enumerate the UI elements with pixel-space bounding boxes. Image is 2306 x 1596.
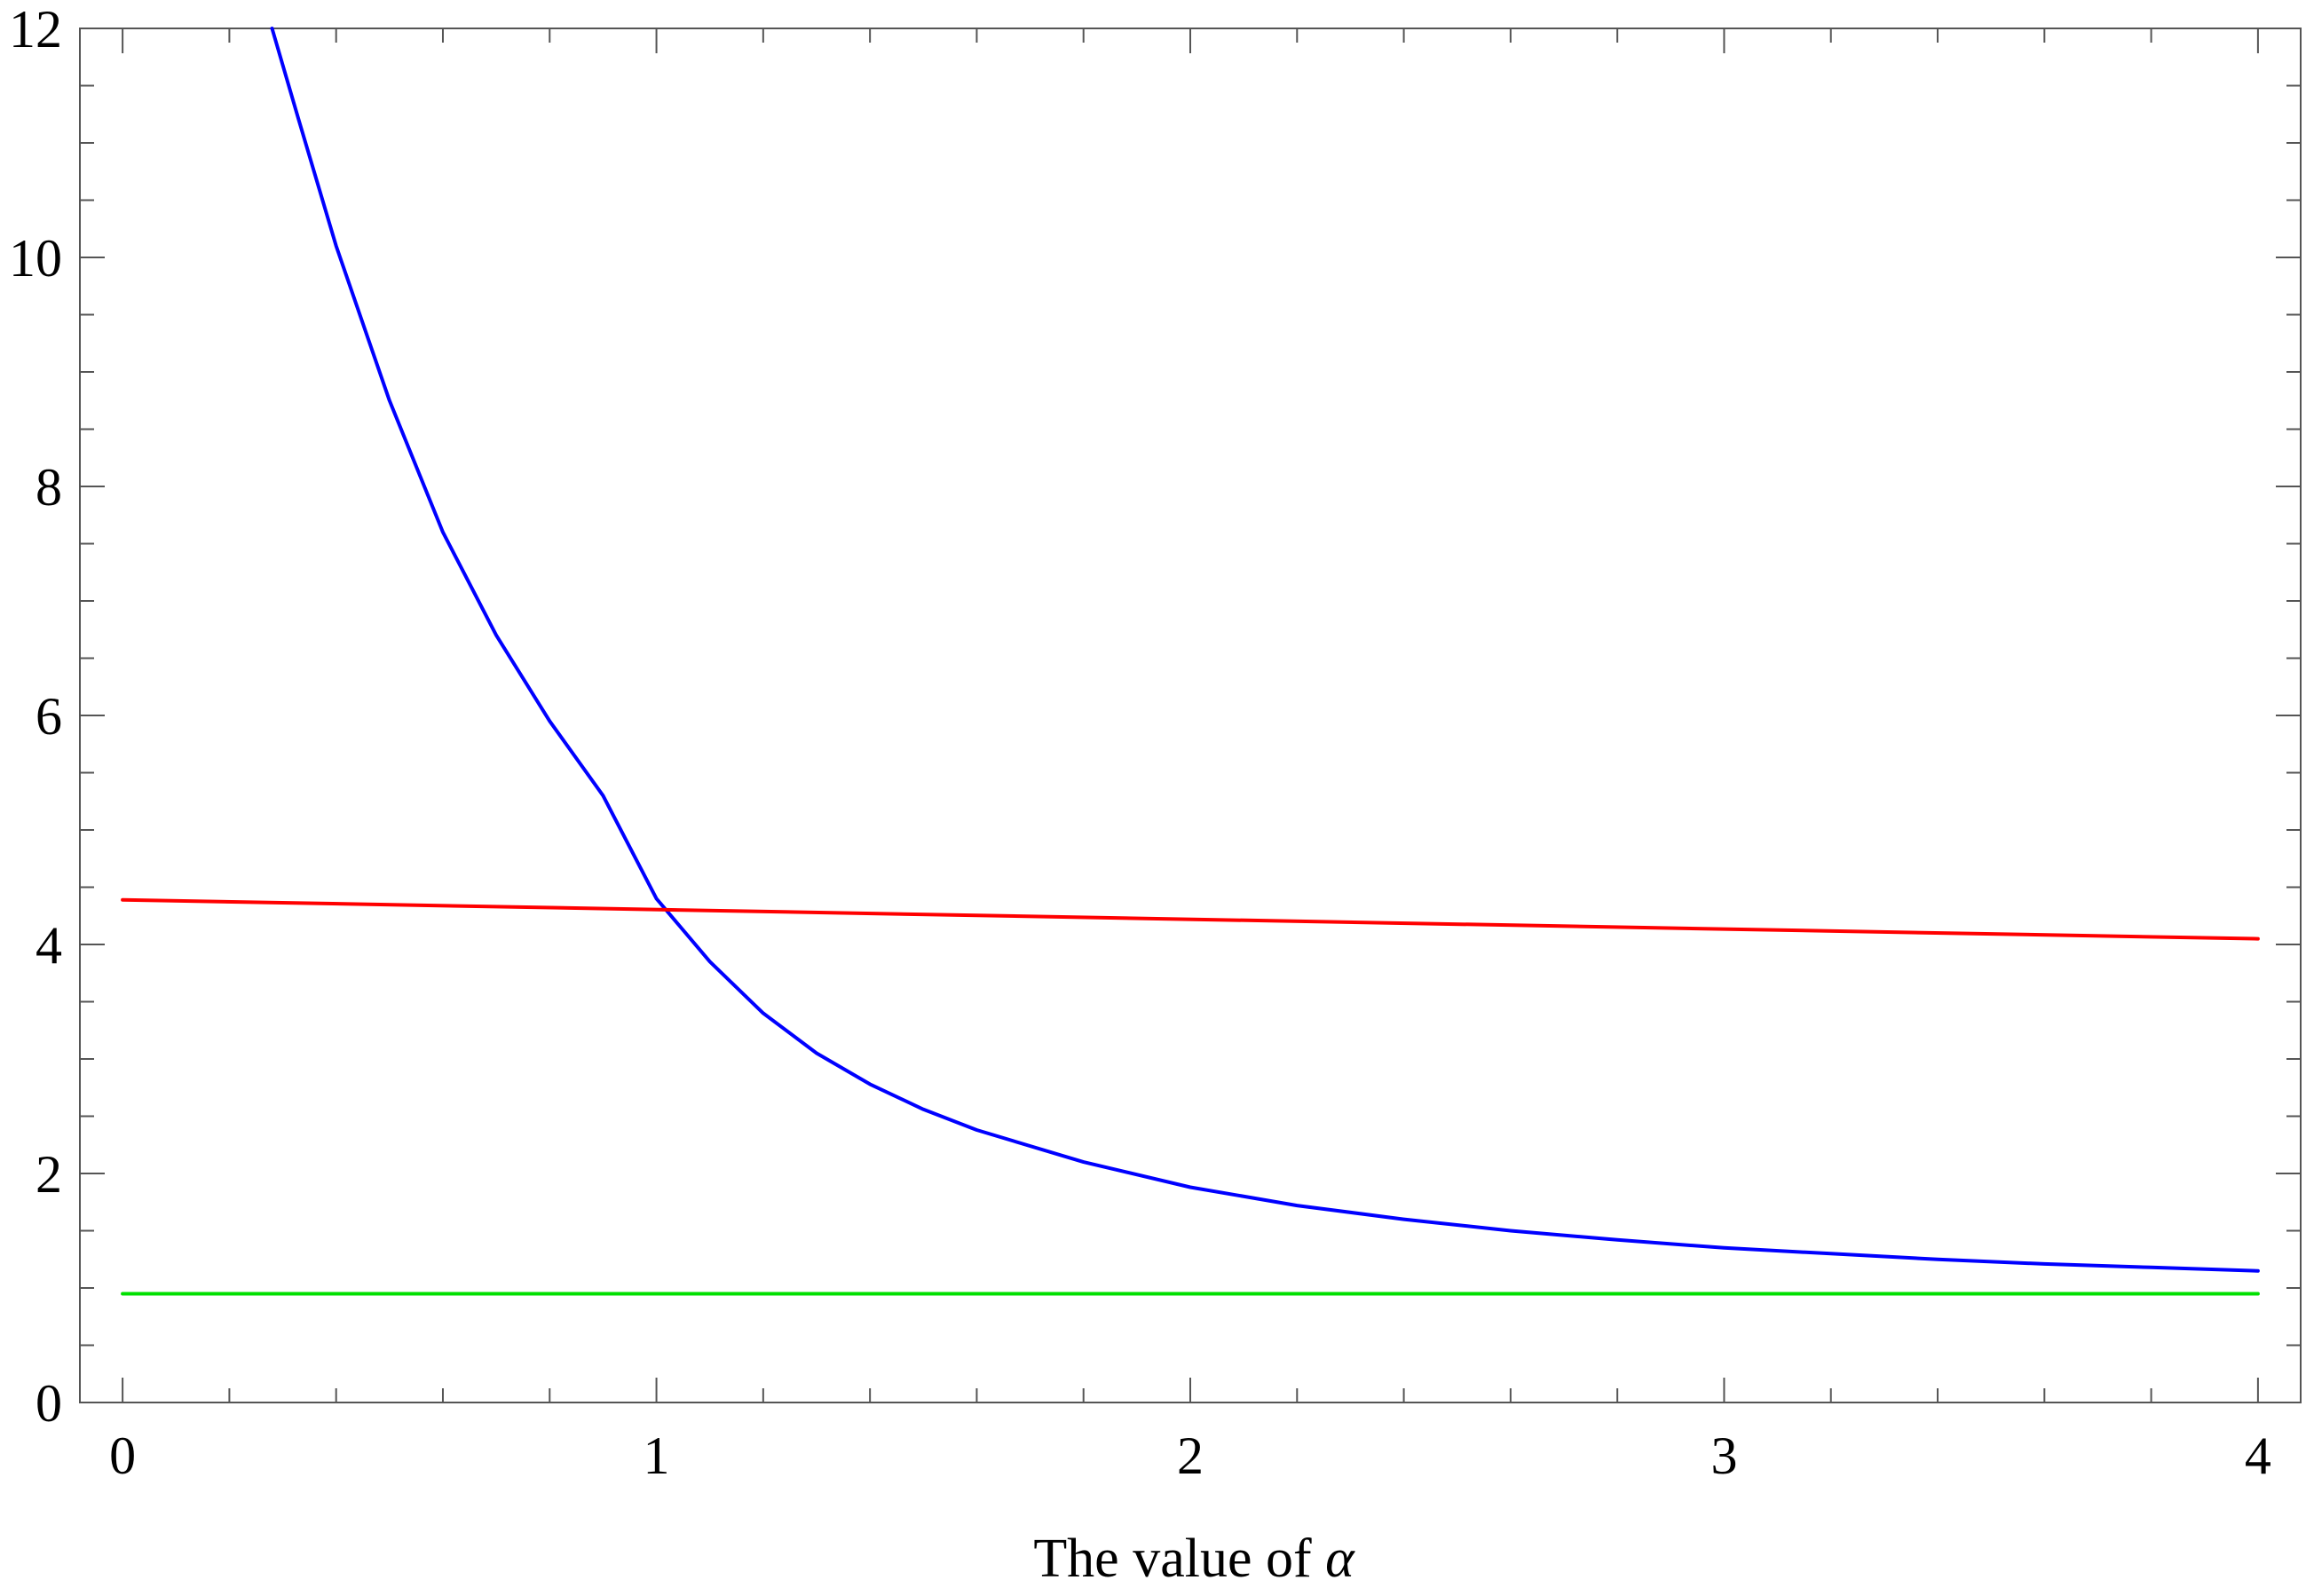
x-axis-label-symbol: α bbox=[1325, 1529, 1355, 1589]
x-tick-label: 4 bbox=[2245, 1426, 2271, 1485]
y-tick-label: 6 bbox=[36, 687, 62, 746]
y-tick-label: 12 bbox=[9, 0, 62, 59]
x-tick-label: 0 bbox=[109, 1426, 136, 1485]
series-line-blue-curve bbox=[270, 27, 2260, 1273]
x-axis-label: The value of α bbox=[1033, 1529, 1355, 1589]
y-tick-label: 0 bbox=[36, 1374, 62, 1433]
plot-border bbox=[79, 28, 2302, 1403]
x-tick-label: 3 bbox=[1710, 1426, 1737, 1485]
y-tick-label: 2 bbox=[36, 1145, 62, 1204]
plot-frame bbox=[79, 28, 2302, 1403]
y-tick-label: 8 bbox=[36, 458, 62, 517]
axis-ticks bbox=[80, 28, 2301, 1403]
y-tick-label: 4 bbox=[36, 916, 62, 975]
x-tick-label: 1 bbox=[644, 1426, 670, 1485]
x-tick-label: 2 bbox=[1177, 1426, 1204, 1485]
y-tick-label: 10 bbox=[9, 229, 62, 288]
x-axis-label-text: The value of bbox=[1033, 1529, 1325, 1589]
series-line-red-line bbox=[121, 897, 2260, 941]
series-lines bbox=[121, 27, 2260, 1296]
